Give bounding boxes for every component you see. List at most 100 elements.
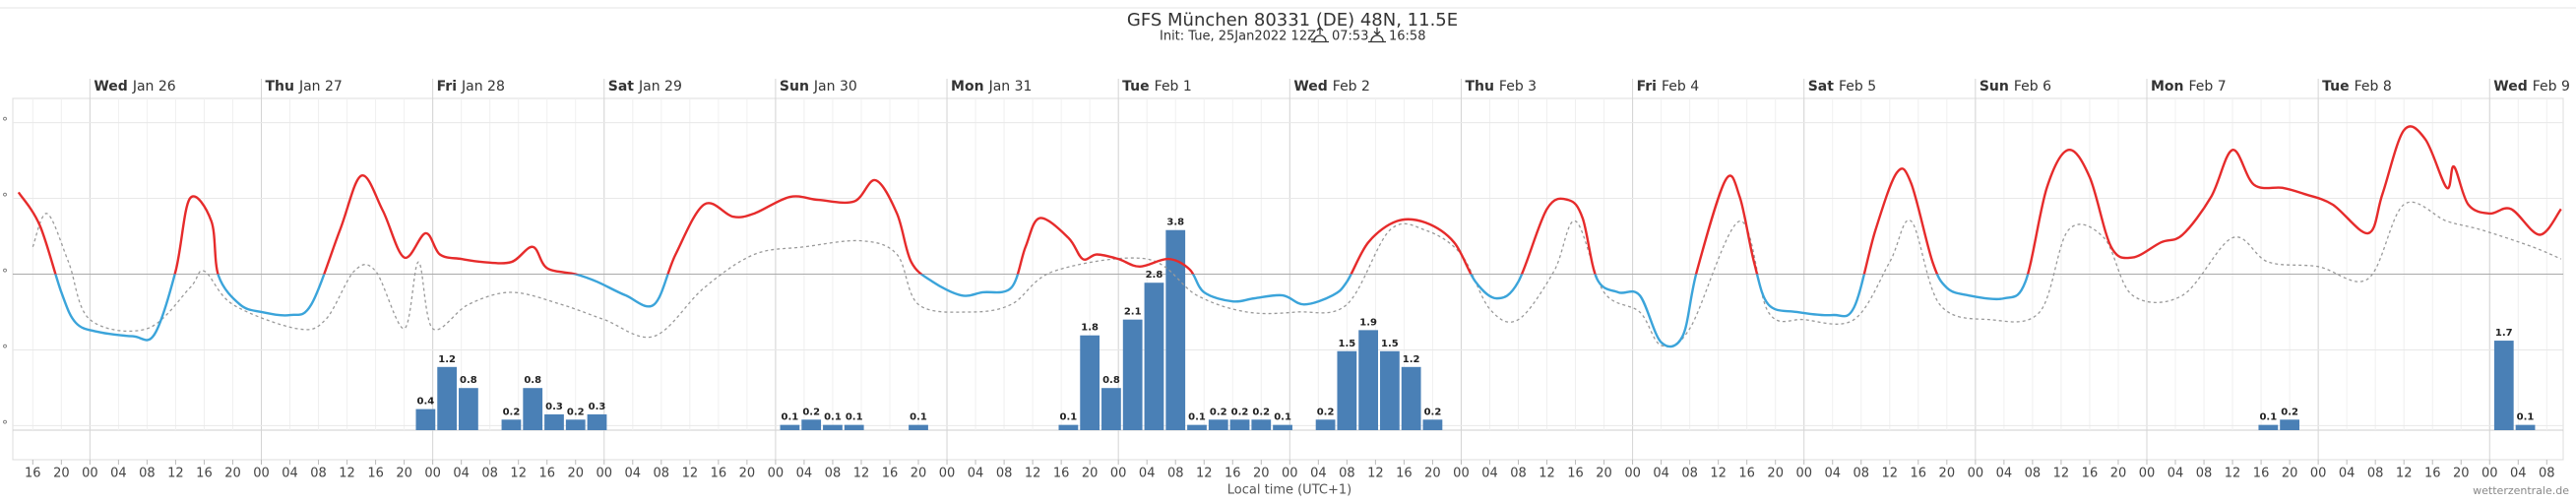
precipitation-bar <box>1401 366 1421 430</box>
precipitation-label: 0.3 <box>545 402 563 412</box>
x-tick-label: 00 <box>768 467 785 481</box>
precipitation-label: 0.1 <box>1274 412 1291 423</box>
day-label: Thu Feb 3 <box>1465 79 1537 94</box>
day-label: Thu Jan 27 <box>265 79 342 94</box>
precipitation-bar <box>1358 330 1379 430</box>
x-tick-label: 08 <box>1167 467 1184 481</box>
day-label: Wed Jan 26 <box>94 79 175 94</box>
x-tick-label: 12 <box>2053 467 2070 481</box>
day-label: Mon Jan 31 <box>951 79 1032 94</box>
precipitation-label: 1.5 <box>1381 339 1399 349</box>
date: Feb 4 <box>1662 79 1699 94</box>
precipitation-bar <box>1315 419 1336 430</box>
precipitation-bar <box>523 388 543 430</box>
x-tick-label: 04 <box>2168 467 2184 481</box>
sunset-icon <box>1368 28 1386 43</box>
precipitation-label: 0.2 <box>567 407 585 417</box>
date: Feb 7 <box>2189 79 2227 94</box>
precipitation-label: 1.2 <box>1403 354 1420 365</box>
x-tick-label: 12 <box>1710 467 1727 481</box>
x-tick-label: 08 <box>1853 467 1869 481</box>
chart-title: GFS München 80331 (DE) 48N, 11.5E <box>1127 10 1458 31</box>
x-tick-label: 20 <box>739 467 756 481</box>
x-tick-label: 16 <box>1396 467 1413 481</box>
sunset-time: 16:58 <box>1389 30 1425 44</box>
x-tick-label: 08 <box>2025 467 2042 481</box>
x-tick-label: 16 <box>2424 467 2441 481</box>
sunrise-time: 07:53 <box>1332 30 1368 44</box>
x-tick-label: 12 <box>2225 467 2241 481</box>
x-tick-label: 12 <box>2396 467 2413 481</box>
date: Jan 28 <box>461 79 505 94</box>
day-label: Wed Feb 9 <box>2493 79 2570 94</box>
precipitation-label: 0.1 <box>846 412 863 423</box>
precipitation-label: 0.8 <box>524 375 541 386</box>
day-label: Mon Feb 7 <box>2151 79 2227 94</box>
precipitation-bar <box>2515 424 2536 430</box>
precipitation-bar <box>844 424 864 430</box>
x-tick-label: 12 <box>1196 467 1213 481</box>
x-tick-label: 20 <box>1424 467 1441 481</box>
x-tick-label: 00 <box>939 467 956 481</box>
source: wetterzentrale.de <box>2473 484 2569 497</box>
x-tick-label: 04 <box>1481 467 1498 481</box>
x-tick-label: 00 <box>1968 467 1984 481</box>
precipitation-bar <box>459 388 478 430</box>
date: Jan 27 <box>298 79 343 94</box>
x-tick-label: 04 <box>282 467 298 481</box>
x-tick-label: 20 <box>1253 467 1270 481</box>
x-tick-label: 00 <box>424 467 441 481</box>
x-tick-label: 08 <box>1339 467 1355 481</box>
x-tick-label: 08 <box>996 467 1013 481</box>
precipitation-label: 0.1 <box>824 412 842 423</box>
precipitation-label: 1.7 <box>2495 328 2513 339</box>
precipitation-label: 1.5 <box>1338 339 1355 349</box>
x-tick-label: 12 <box>167 467 184 481</box>
x-tick-label: 16 <box>711 467 727 481</box>
x-tick-label: 20 <box>396 467 412 481</box>
x-tick-label: 20 <box>2110 467 2127 481</box>
precipitation-bar <box>1208 419 1228 430</box>
y-tick-label: ° <box>2 418 8 432</box>
x-tick-label: 08 <box>2539 467 2555 481</box>
x-tick-label: 04 <box>110 467 127 481</box>
day-label: Fri Feb 4 <box>1637 79 1700 94</box>
x-tick-label: 12 <box>1025 467 1041 481</box>
precipitation-bar <box>1422 419 1443 430</box>
weekday: Sun <box>1979 79 2009 94</box>
x-tick-label: 16 <box>2082 467 2099 481</box>
precipitation-bar <box>2280 419 2299 430</box>
x-tick-label: 00 <box>1624 467 1641 481</box>
x-tick-label: 12 <box>339 467 355 481</box>
date: Feb 1 <box>1155 79 1192 94</box>
precipitation-bar <box>780 424 800 430</box>
x-axis-label: Local time (UTC+1) <box>1227 483 1351 498</box>
precipitation-bar <box>1187 424 1207 430</box>
x-tick-label: 04 <box>1310 467 1327 481</box>
x-tick-label: 12 <box>853 467 870 481</box>
x-tick-label: 16 <box>538 467 555 481</box>
x-tick-label: 16 <box>1567 467 1584 481</box>
y-tick-label: ° <box>2 343 8 356</box>
day-label: Tue Feb 8 <box>2322 79 2392 94</box>
precipitation-label: 0.1 <box>1188 412 1206 423</box>
x-tick-label: 08 <box>139 467 156 481</box>
precipitation-bar <box>415 409 436 430</box>
x-tick-label: 00 <box>2310 467 2327 481</box>
x-tick-label: 16 <box>1911 467 1927 481</box>
date: Feb 6 <box>2014 79 2051 94</box>
x-tick-label: 16 <box>1738 467 1755 481</box>
date: Jan 26 <box>132 79 176 94</box>
day-label: Sun Jan 30 <box>780 79 857 94</box>
precipitation-label: 0.2 <box>503 407 521 417</box>
x-tick-label: 20 <box>1939 467 1956 481</box>
precipitation-bar <box>801 419 822 430</box>
date: Jan 29 <box>638 79 682 94</box>
x-tick-label: 08 <box>654 467 670 481</box>
x-tick-label: 00 <box>82 467 98 481</box>
y-tick-label: ° <box>2 115 8 129</box>
day-label: Tue Feb 1 <box>1122 79 1192 94</box>
precipitation-label: 0.8 <box>460 375 477 386</box>
y-tick-label: ° <box>2 267 8 281</box>
x-tick-label: 12 <box>1882 467 1899 481</box>
